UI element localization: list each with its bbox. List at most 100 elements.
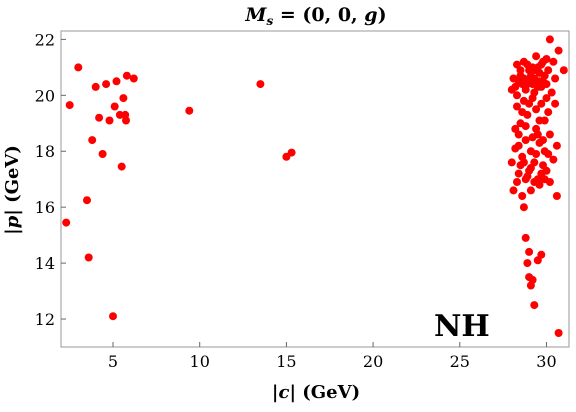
data-point: [109, 312, 117, 321]
data-point: [105, 116, 114, 125]
data-point: [513, 102, 521, 111]
data-point: [185, 106, 194, 115]
data-point: [528, 80, 537, 89]
y-tick-label: 22: [35, 30, 55, 49]
data-point: [525, 99, 534, 108]
data-point: [540, 175, 549, 184]
data-point: [528, 275, 537, 284]
y-axis-title: |p| (GeV): [2, 145, 23, 235]
data-point: [545, 130, 554, 139]
data-point: [549, 57, 558, 66]
data-point: [552, 192, 561, 200]
data-point: [523, 259, 532, 268]
data-point: [521, 136, 530, 145]
y-tick-label: 18: [35, 142, 55, 161]
data-point: [518, 108, 527, 117]
data-point: [525, 247, 534, 256]
data-point: [519, 203, 528, 212]
data-point: [526, 71, 535, 80]
data-point: [542, 80, 551, 89]
x-axis-ticks: 5 10 15 20 25 30: [108, 342, 557, 371]
data-point: [88, 136, 97, 145]
data-point: [559, 66, 568, 75]
data-point: [514, 169, 523, 178]
data-point: [122, 71, 131, 80]
data-point: [545, 35, 554, 44]
data-point: [112, 77, 121, 86]
data-point: [102, 80, 111, 89]
data-point: [530, 88, 539, 97]
data-points: [62, 35, 568, 337]
data-point: [537, 250, 546, 259]
data-point: [526, 164, 535, 172]
data-point: [122, 116, 130, 125]
data-point: [91, 82, 100, 91]
data-point: [521, 122, 530, 131]
data-point: [98, 150, 107, 158]
data-point: [549, 155, 558, 164]
data-point: [507, 158, 516, 167]
x-tick-label: 10: [190, 352, 210, 371]
plot-frame: [60, 30, 570, 348]
data-point: [84, 253, 93, 262]
annotation-nh: NH: [434, 309, 490, 344]
data-point: [74, 63, 83, 72]
data-point: [523, 60, 532, 69]
x-tick-label: 5: [108, 352, 118, 371]
data-point: [532, 105, 541, 114]
data-point: [110, 102, 119, 111]
data-point: [256, 80, 265, 89]
data-point: [530, 301, 539, 310]
data-point: [551, 99, 560, 108]
data-point: [509, 186, 518, 195]
data-point: [540, 71, 549, 80]
data-point: [532, 52, 541, 61]
data-point: [513, 91, 521, 100]
data-point: [516, 66, 525, 75]
y-axis-ticks: 12 14 16 18 20 22: [35, 30, 66, 329]
x-tick-label: 15: [276, 352, 296, 371]
data-point: [544, 108, 553, 117]
data-point: [65, 101, 74, 110]
data-point: [95, 113, 104, 122]
data-point: [518, 192, 527, 200]
data-point: [552, 141, 561, 150]
data-point: [547, 88, 556, 97]
x-tick-label: 25: [450, 352, 470, 371]
data-point: [533, 130, 542, 139]
y-tick-label: 20: [35, 86, 55, 105]
data-point: [537, 99, 546, 108]
data-point: [539, 136, 547, 145]
y-tick-label: 16: [35, 198, 55, 217]
x-tick-label: 30: [536, 352, 556, 371]
data-point: [535, 116, 544, 125]
x-axis-title: |c| (GeV): [272, 382, 360, 403]
data-point: [533, 63, 542, 72]
data-point: [554, 329, 563, 337]
data-point: [526, 186, 535, 195]
data-point: [539, 57, 547, 66]
data-point: [523, 172, 532, 181]
data-point: [62, 218, 71, 227]
data-point: [544, 150, 553, 158]
chart-title: Ms = (0, 0, g): [244, 4, 386, 28]
data-point: [542, 94, 551, 103]
data-point: [519, 158, 528, 167]
data-point: [521, 233, 530, 242]
data-point: [513, 178, 521, 186]
data-point: [511, 144, 520, 153]
data-point: [287, 148, 296, 157]
data-point: [514, 130, 523, 139]
y-tick-label: 12: [35, 310, 55, 329]
data-point: [83, 196, 91, 205]
data-point: [117, 162, 126, 171]
y-tick-label: 14: [35, 254, 55, 273]
data-point: [551, 74, 560, 83]
data-point: [119, 94, 128, 103]
data-point: [554, 46, 563, 55]
x-tick-label: 20: [363, 352, 383, 371]
data-point: [530, 178, 539, 186]
data-point: [521, 85, 530, 94]
data-point: [532, 150, 541, 158]
